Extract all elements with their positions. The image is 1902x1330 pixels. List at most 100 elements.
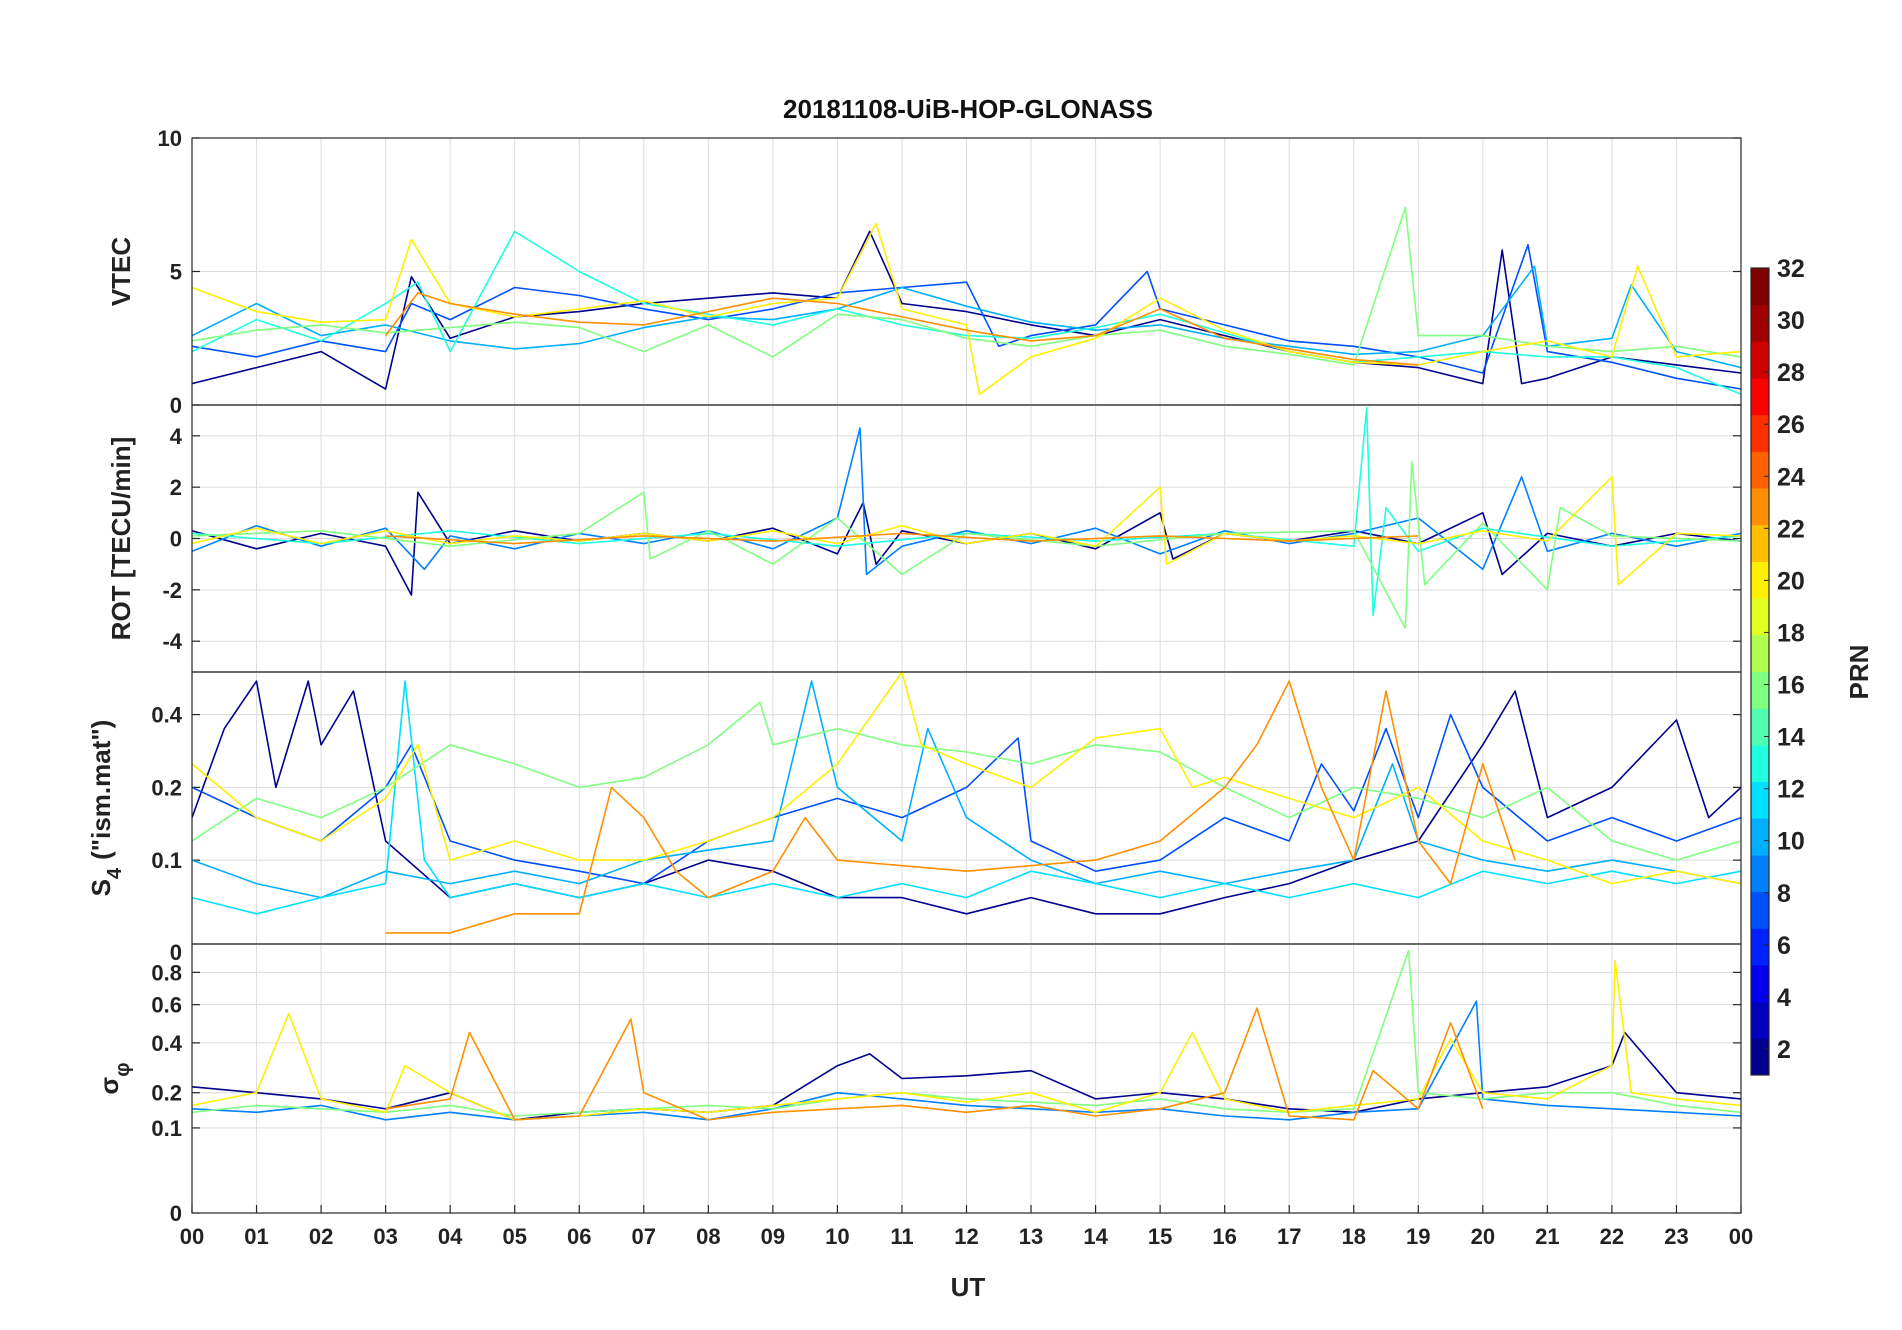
colorbar-segment <box>1751 561 1769 599</box>
vtec-series-line-prn10 <box>192 265 1741 369</box>
x-tick-label: 04 <box>438 1224 463 1249</box>
s4-y-axis-label: S4 ("ism.mat") <box>86 720 126 897</box>
colorbar-segment <box>1751 818 1769 856</box>
s4-y-label-main: S <box>86 879 116 896</box>
vtec-y-axis-label: VTEC <box>106 237 136 307</box>
rot-y-tick-label: -2 <box>162 578 182 603</box>
rot-y-tick-label: 2 <box>170 475 182 500</box>
colorbar-tick-label: 16 <box>1777 672 1805 700</box>
rot-y-tick-label: 4 <box>170 424 183 449</box>
sigma_phi-series-line-prn23 <box>385 1007 1484 1121</box>
s4-series-line-prn16 <box>192 701 1741 861</box>
s4-y-tick-label: 0.4 <box>151 703 182 728</box>
colorbar-tick-label: 18 <box>1777 619 1805 647</box>
colorbar-tick-label: 20 <box>1777 567 1805 595</box>
colorbar-segment <box>1751 708 1769 746</box>
rot-y-tick-label: -4 <box>162 629 182 654</box>
vtec-series-line-prn14 <box>192 230 1741 396</box>
colorbar-tick-label: 6 <box>1777 932 1791 960</box>
sigma_phi-y-tick-label: 0 <box>170 1201 182 1226</box>
colorbar-segment <box>1751 304 1769 342</box>
colorbar-tick-label: 10 <box>1777 828 1805 856</box>
colorbar-tick-label: 14 <box>1777 724 1805 752</box>
x-tick-label: 18 <box>1342 1224 1366 1249</box>
vtec-y-tick-label: 10 <box>158 126 182 151</box>
sigma_phi-y-label-sub: φ <box>112 1062 134 1076</box>
colorbar-tick-label: 32 <box>1777 255 1805 283</box>
colorbar-tick-label: 24 <box>1777 463 1805 491</box>
colorbar-segment <box>1751 854 1769 893</box>
x-tick-label: 11 <box>890 1224 913 1249</box>
vtec-series-line-prn20 <box>192 222 1741 396</box>
chart-title: 20181108-UiB-HOP-GLONASS <box>783 94 1153 124</box>
x-tick-label: 17 <box>1277 1224 1301 1249</box>
s4-series-line-prn6 <box>192 713 1741 885</box>
rot-y-axis-label: ROT [TECU/min] <box>106 437 136 641</box>
colorbar-frame <box>1750 267 1770 1076</box>
s4-series-line-prn23 <box>385 680 1516 934</box>
vtec-y-tick-label: 0 <box>170 393 182 418</box>
colorbar-segment <box>1751 268 1769 306</box>
sigma_phi-y-axis-label: σφ <box>94 1062 134 1094</box>
sigma_phi-y-tick-label: 0.1 <box>151 1116 182 1141</box>
s4-y-tick-label: 0.2 <box>151 775 182 800</box>
colorbar-segment <box>1751 414 1769 452</box>
x-tick-label: 03 <box>373 1224 397 1249</box>
colorbar-segment <box>1751 341 1769 379</box>
colorbar-tick-label: 28 <box>1777 359 1805 387</box>
colorbar-segment <box>1751 671 1769 709</box>
x-tick-label: 00 <box>1729 1224 1753 1249</box>
x-tick-label: 12 <box>954 1224 978 1249</box>
rot-series-line-prn8 <box>192 427 1741 576</box>
x-tick-label: 20 <box>1471 1224 1495 1249</box>
x-tick-label: 05 <box>502 1224 526 1249</box>
rot-panel: -4 -2 0 2 4 ROT [TECU/min] <box>106 404 1742 673</box>
colorbar-tick-label: 26 <box>1777 411 1805 439</box>
x-tick-label: 16 <box>1212 1224 1236 1249</box>
vtec-series-line-prn2 <box>192 230 1741 390</box>
x-tick-label: 00 <box>180 1224 204 1249</box>
colorbar-segment <box>1751 451 1769 489</box>
s4-series-line-prn2 <box>192 680 1741 915</box>
colorbar-segment <box>1751 1038 1769 1076</box>
x-tick-label: 15 <box>1148 1224 1172 1249</box>
sigma_phi-y-tick-label: 0.8 <box>151 960 182 985</box>
vtec-y-tick-label: 5 <box>170 260 182 285</box>
s4-series-line-prn20 <box>192 672 1741 885</box>
rot-y-tick-label: 0 <box>170 527 182 552</box>
sigma_phi-series-line-prn8 <box>192 1000 1741 1121</box>
sigma_phi-y-tick-label: 0.4 <box>151 1031 182 1056</box>
x-tick-label: 08 <box>696 1224 720 1249</box>
s4-y-tick-label: 0.1 <box>151 848 182 873</box>
sigma_phi-top-tick-label: 0 <box>170 940 182 965</box>
colorbar-segment <box>1751 488 1769 526</box>
sigma_phi-y-tick-label: 0.2 <box>151 1081 182 1106</box>
s4-y-label-rest: ("ism.mat") <box>86 720 116 860</box>
x-axis-label: UT <box>951 1272 986 1302</box>
colorbar-tick-label: 8 <box>1777 880 1791 908</box>
colorbar-segment <box>1751 964 1769 1003</box>
colorbar-tick-label: 12 <box>1777 776 1805 804</box>
x-tick-label: 23 <box>1664 1224 1688 1249</box>
x-tick-label: 07 <box>632 1224 656 1249</box>
x-tick-label: 19 <box>1406 1224 1430 1249</box>
rot-series-line-prn23 <box>385 532 1419 545</box>
colorbar-segment <box>1751 744 1769 783</box>
x-tick-label: 13 <box>1019 1224 1043 1249</box>
rot-series-line-prn2 <box>192 491 1741 596</box>
x-tick-label: 14 <box>1083 1224 1108 1249</box>
colorbar-segment <box>1751 928 1769 966</box>
sigma_phi-series-line-prn20 <box>192 959 1741 1121</box>
x-tick-label: 22 <box>1600 1224 1624 1249</box>
x-tick-label: 09 <box>761 1224 785 1249</box>
x-tick-label: 02 <box>309 1224 333 1249</box>
colorbar-segment <box>1751 524 1769 562</box>
vtec-series-group <box>192 206 1741 396</box>
colorbar-tick-label: 30 <box>1777 307 1805 335</box>
colorbar-tick-label: 2 <box>1777 1036 1791 1064</box>
colorbar-segment <box>1751 598 1769 636</box>
s4-y-label-sub: 4 <box>104 867 126 879</box>
